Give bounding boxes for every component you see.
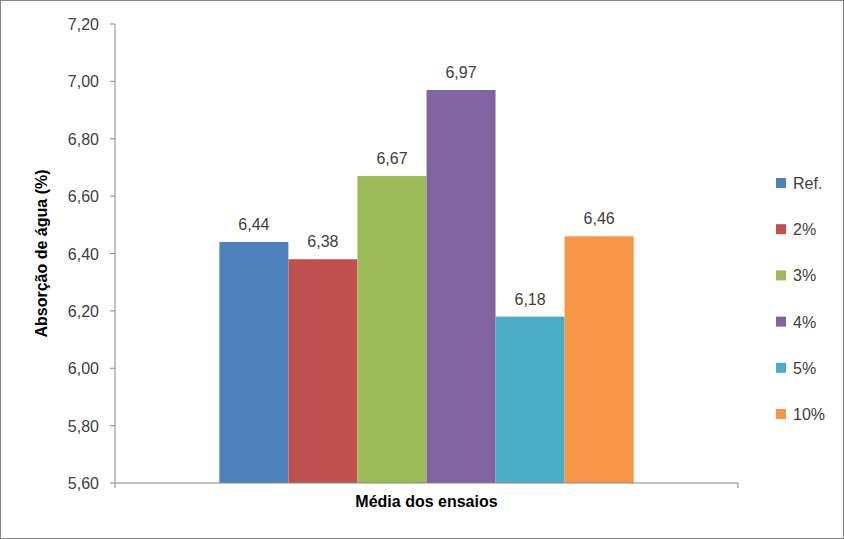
y-tick: [110, 24, 115, 25]
chart: 6,44 6,38 6,67 6,97 6,18 6,46 5,60 5,80 6,00 6,20…: [0, 0, 844, 539]
data-label: 6,97: [445, 64, 476, 81]
data-label: 6,18: [515, 291, 546, 308]
bar: [496, 317, 565, 483]
legend-label: 2%: [793, 221, 816, 238]
y-tick-label: 7,00: [68, 73, 99, 90]
bar: [565, 236, 634, 483]
legend-label: 10%: [793, 406, 825, 423]
y-tick-label: 6,80: [68, 131, 99, 148]
legend-swatch: [776, 178, 786, 188]
legend-swatch: [776, 409, 786, 419]
y-tick-label: 6,20: [68, 303, 99, 320]
legend-swatch: [776, 363, 786, 373]
legend-label: 3%: [793, 267, 816, 284]
legend-swatch: [776, 317, 786, 327]
y-tick: [110, 196, 115, 197]
x-axis: [115, 483, 738, 484]
y-tick-label: 6,60: [68, 188, 99, 205]
data-label: 6,46: [584, 210, 615, 227]
x-tick: [738, 483, 739, 488]
y-tick-label: 6,00: [68, 360, 99, 377]
x-tick: [115, 483, 116, 488]
legend-swatch: [776, 224, 786, 234]
y-tick: [110, 138, 115, 139]
legend-label: 5%: [793, 360, 816, 377]
x-axis-label: Média dos ensaios: [355, 493, 497, 510]
chart-frame: [1, 1, 844, 539]
data-label: 6,44: [238, 216, 269, 233]
y-tick-label: 6,40: [68, 246, 99, 263]
y-axis-label: Absorção de água (%): [33, 169, 50, 337]
legend-label: 4%: [793, 314, 816, 331]
legend: Ref. 2% 3% 4% 5% 10%: [776, 175, 825, 423]
y-tick-label: 7,20: [68, 16, 99, 33]
y-tick-label: 5,60: [68, 475, 99, 492]
data-labels: 6,44 6,38 6,67 6,97 6,18 6,46: [238, 64, 614, 308]
y-tick: [110, 253, 115, 254]
legend-swatch: [776, 270, 786, 280]
bar: [219, 242, 288, 483]
bars: [219, 90, 633, 483]
bar: [357, 176, 426, 483]
bar: [427, 90, 496, 483]
y-tick: [110, 483, 115, 484]
data-label: 6,38: [307, 233, 338, 250]
bar: [288, 259, 357, 483]
legend-label: Ref.: [793, 175, 822, 192]
y-tick: [110, 81, 115, 82]
y-tick-label: 5,80: [68, 418, 99, 435]
y-tick: [110, 310, 115, 311]
y-tick: [110, 425, 115, 426]
y-tick: [110, 368, 115, 369]
data-label: 6,67: [376, 150, 407, 167]
